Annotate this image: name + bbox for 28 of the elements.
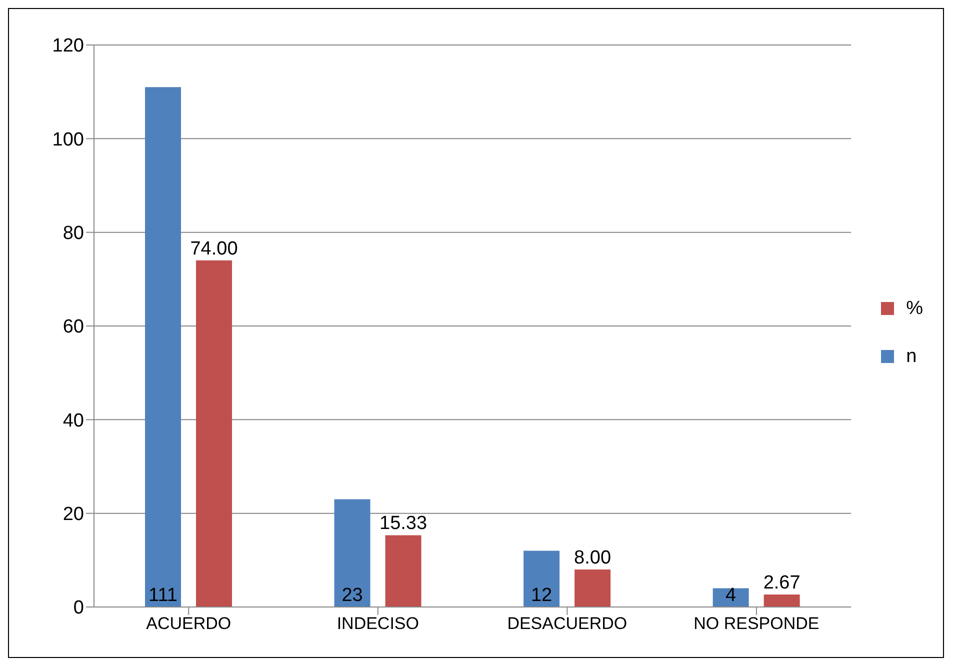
legend-label: n: [906, 346, 917, 367]
data-label: 4: [726, 585, 737, 606]
y-tick-label: 0: [73, 598, 84, 619]
x-tick-label: ACUERDO: [146, 614, 232, 634]
bar: [385, 535, 422, 607]
data-label: 111: [148, 585, 178, 606]
bar: [334, 499, 370, 607]
data-label: 15.33: [380, 513, 428, 534]
x-tick-label: NO RESPONDE: [694, 614, 820, 634]
bar: [524, 550, 560, 607]
y-tick-label: 20: [62, 504, 84, 526]
bar: [574, 570, 611, 607]
legend-label: %: [906, 298, 923, 319]
x-tick-label: INDECISO: [336, 614, 420, 634]
bar: [196, 260, 232, 607]
y-tick-label: 60: [62, 316, 84, 338]
y-tick-label: 120: [52, 36, 84, 57]
x-tick-label: DESACUERDO: [507, 614, 628, 634]
bar: [764, 594, 800, 607]
data-label: 23: [342, 585, 363, 606]
data-label: 2.67: [763, 572, 800, 594]
y-tick-label: 100: [52, 129, 84, 150]
data-label: 74.00: [190, 238, 238, 260]
data-label: 8.00: [574, 548, 612, 569]
y-tick-label: 40: [62, 410, 84, 432]
bar: [145, 87, 181, 607]
data-label: 12: [530, 585, 552, 606]
y-tick-label: 80: [62, 223, 84, 244]
